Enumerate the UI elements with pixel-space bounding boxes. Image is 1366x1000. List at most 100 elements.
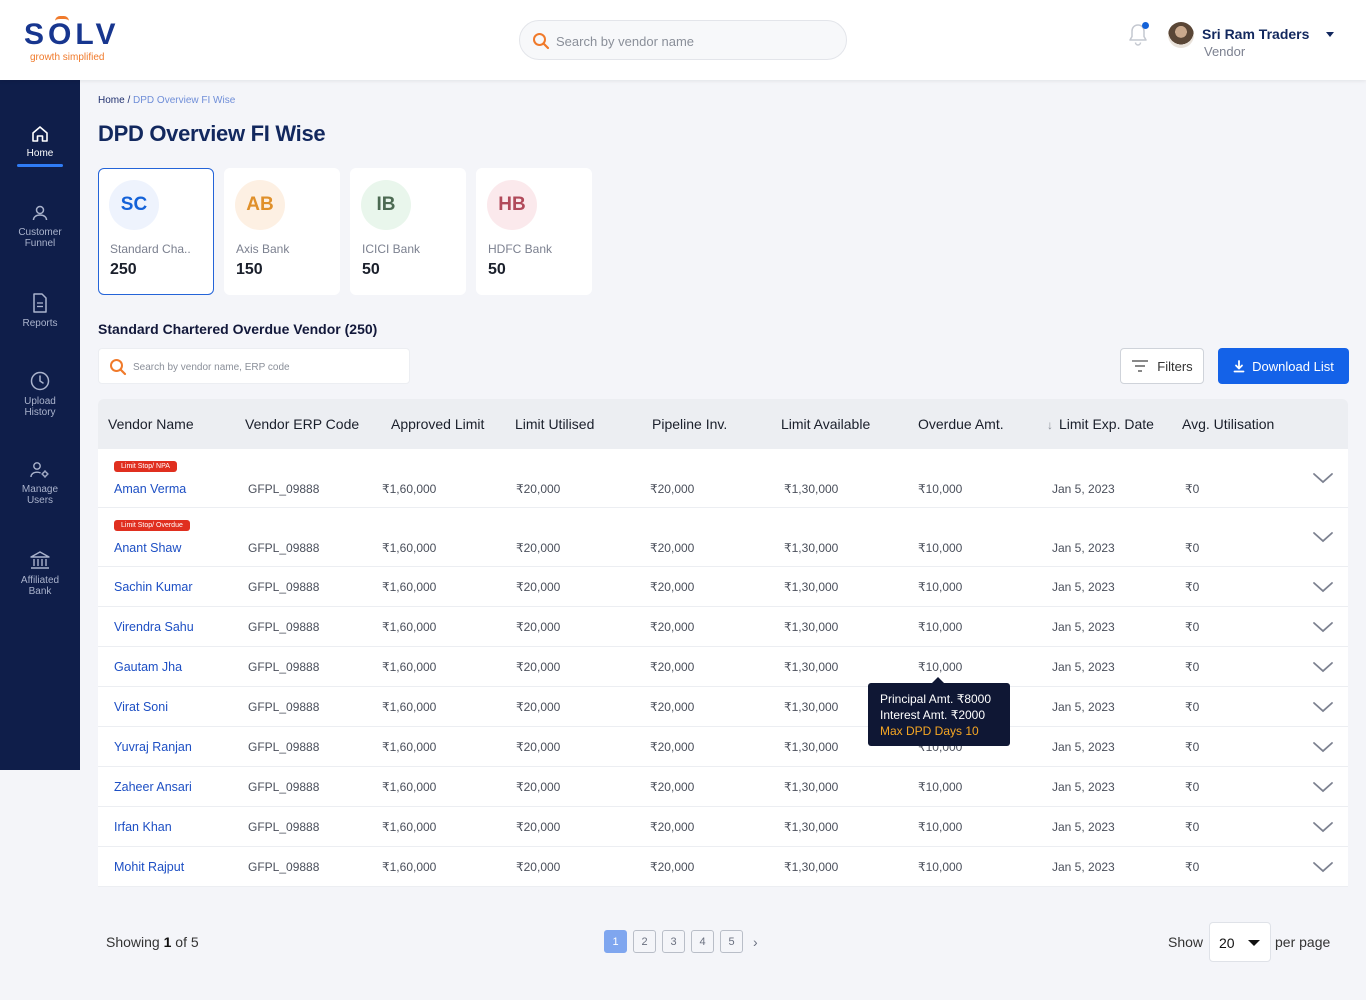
vendor-name-link[interactable]: Sachin Kumar — [114, 580, 193, 594]
approved-limit: ₹1,60,000 — [382, 700, 437, 714]
chevron-down-icon[interactable] — [1312, 700, 1334, 714]
overdue-amt[interactable]: ₹10,000 — [918, 580, 963, 594]
approved-limit: ₹1,60,000 — [382, 482, 437, 496]
column-header[interactable]: Vendor ERP Code — [245, 416, 360, 432]
vendor-search-input[interactable] — [133, 358, 403, 376]
per-page-select[interactable]: 20 — [1209, 922, 1271, 962]
tooltip-max-dpd: Max DPD Days 10 — [880, 724, 979, 738]
column-header[interactable]: Vendor Name — [108, 416, 194, 432]
chevron-down-icon[interactable] — [1312, 471, 1334, 485]
page-button[interactable]: 5 — [720, 930, 743, 953]
vendor-name-link[interactable]: Yuvraj Ranjan — [114, 740, 192, 754]
overdue-amt[interactable]: ₹10,000 — [918, 660, 963, 674]
vendor-name-link[interactable]: Anant Shaw — [114, 541, 182, 555]
sidebar-item-label: Manage Users — [21, 484, 59, 506]
table-row[interactable]: Limit Stop/ Overdue Anant Shaw GFPL_09888 ₹… — [98, 508, 1348, 567]
chevron-down-icon[interactable] — [1312, 820, 1334, 834]
limit-available: ₹1,30,000 — [784, 820, 839, 834]
avg-utilisation: ₹0 — [1185, 820, 1200, 834]
chevron-down-icon[interactable] — [1312, 740, 1334, 754]
bank-icon — [30, 551, 50, 569]
table-row[interactable]: Irfan Khan GFPL_09888 ₹1,60,000 ₹20,000 ₹20,… — [98, 807, 1348, 847]
limit-available: ₹1,30,000 — [784, 700, 839, 714]
sidebar-item-customer-funnel[interactable]: Customer Funnel — [0, 203, 80, 249]
chevron-right-icon[interactable]: › — [753, 933, 758, 950]
vendor-table: Vendor Name Vendor ERP Code Approved Lim… — [98, 399, 1348, 887]
column-header-sorted[interactable]: ↓ Limit Exp. Date — [1047, 416, 1154, 432]
table-row[interactable]: Virat Soni GFPL_09888 ₹1,60,000 ₹20,000 ₹20,… — [98, 687, 1348, 727]
vendor-name-link[interactable]: Virat Soni — [114, 700, 168, 714]
page-button[interactable]: 4 — [691, 930, 714, 953]
chevron-down-icon[interactable] — [1312, 660, 1334, 674]
overdue-amt[interactable]: ₹10,000 — [918, 620, 963, 634]
overdue-amt[interactable]: ₹10,000 — [918, 860, 963, 874]
chevron-down-icon[interactable] — [1312, 860, 1334, 874]
table-row[interactable]: Virendra Sahu GFPL_09888 ₹1,60,000 ₹20,000 ₹… — [98, 607, 1348, 647]
brand-logo[interactable]: SOLV growth simplified — [24, 16, 119, 63]
sidebar-item-affiliated-bank[interactable]: Affiliated Bank — [0, 549, 80, 597]
search-icon — [110, 359, 127, 376]
pagination: 1 2 3 4 5 › — [604, 930, 758, 953]
vendor-name-link[interactable]: Irfan Khan — [114, 820, 172, 834]
table-row[interactable]: Yuvraj Ranjan GFPL_09888 ₹1,60,000 ₹20,000 ₹… — [98, 727, 1348, 767]
breadcrumb-home[interactable]: Home — [98, 95, 125, 106]
users-gear-icon — [30, 462, 49, 478]
overdue-tooltip: Principal Amt. ₹8000 Interest Amt. ₹2000… — [868, 677, 1010, 746]
showing-prefix: Showing — [106, 934, 160, 950]
caret-down-icon[interactable] — [1326, 32, 1334, 37]
page-button[interactable]: 3 — [662, 930, 685, 953]
overdue-amt[interactable]: ₹10,000 — [918, 820, 963, 834]
table-row[interactable]: Zaheer Ansari GFPL_09888 ₹1,60,000 ₹20,000 ₹… — [98, 767, 1348, 807]
page-button[interactable]: 1 — [604, 930, 627, 953]
vendor-name-link[interactable]: Virendra Sahu — [114, 620, 194, 634]
chevron-down-icon[interactable] — [1312, 530, 1334, 544]
avg-utilisation: ₹0 — [1185, 700, 1200, 714]
chevron-down-icon[interactable] — [1312, 780, 1334, 794]
fi-badge: IB — [361, 180, 411, 230]
fi-badge: SC — [109, 180, 159, 230]
sidebar-item-reports[interactable]: Reports — [0, 292, 80, 329]
table-row[interactable]: Mohit Rajput GFPL_09888 ₹1,60,000 ₹20,000 ₹2… — [98, 847, 1348, 887]
download-list-button[interactable]: Download List — [1218, 348, 1349, 384]
fi-name: ICICI Bank — [362, 242, 421, 256]
sidebar-item-upload-history[interactable]: Upload History — [0, 370, 80, 418]
table-row[interactable]: Gautam Jha GFPL_09888 ₹1,60,000 ₹20,000 ₹20,… — [98, 647, 1348, 687]
avatar[interactable] — [1168, 22, 1194, 48]
fi-card-hdfc-bank[interactable]: HB HDFC Bank 50 — [476, 168, 592, 295]
download-label: Download List — [1252, 358, 1334, 374]
overdue-amt[interactable]: ₹10,000 — [918, 482, 963, 496]
user-name[interactable]: Sri Ram Traders — [1202, 26, 1310, 42]
column-header[interactable]: Limit Utilised — [515, 416, 595, 432]
tooltip-interest: Interest Amt. ₹2000 — [880, 708, 986, 722]
vendor-name-link[interactable]: Mohit Rajput — [114, 860, 185, 874]
fi-card-axis-bank[interactable]: AB Axis Bank 150 — [224, 168, 340, 295]
pipeline-inv: ₹20,000 — [650, 580, 695, 594]
table-row[interactable]: Sachin Kumar GFPL_09888 ₹1,60,000 ₹20,000 ₹2… — [98, 567, 1348, 607]
sidebar-item-home[interactable]: Home — [0, 124, 80, 167]
table-row[interactable]: Limit Stop/ NPA Aman Verma GFPL_09888 ₹1,60… — [98, 449, 1348, 508]
column-header[interactable]: Avg. Utilisation — [1182, 416, 1275, 432]
vendor-name-link[interactable]: Aman Verma — [114, 482, 187, 496]
fi-card-icici-bank[interactable]: IB ICICI Bank 50 — [350, 168, 466, 295]
column-header[interactable]: Approved Limit — [391, 416, 485, 432]
overdue-amt[interactable]: ₹10,000 — [918, 780, 963, 794]
limit-utilised: ₹20,000 — [516, 700, 561, 714]
chevron-down-icon[interactable] — [1312, 620, 1334, 634]
page-button[interactable]: 2 — [633, 930, 656, 953]
column-header[interactable]: Pipeline Inv. — [652, 416, 728, 432]
filters-button[interactable]: Filters — [1120, 348, 1204, 384]
bell-icon[interactable] — [1127, 22, 1151, 47]
sidebar-item-label: Reports — [22, 318, 58, 329]
column-header[interactable]: Overdue Amt. — [918, 416, 1004, 432]
fi-card-standard-chartered[interactable]: SC Standard Cha.. 250 — [98, 168, 214, 295]
column-header-label: Limit Exp. Date — [1059, 416, 1154, 432]
chevron-down-icon[interactable] — [1312, 580, 1334, 594]
vendor-name-link[interactable]: Gautam Jha — [114, 660, 183, 674]
vendor-name-link[interactable]: Zaheer Ansari — [114, 780, 192, 794]
limit-available: ₹1,30,000 — [784, 482, 839, 496]
global-search-input[interactable] — [556, 30, 836, 52]
limit-available: ₹1,30,000 — [784, 780, 839, 794]
overdue-amt[interactable]: ₹10,000 — [918, 541, 963, 555]
sidebar-item-manage-users[interactable]: Manage Users — [0, 460, 80, 506]
column-header[interactable]: Limit Available — [781, 416, 871, 432]
